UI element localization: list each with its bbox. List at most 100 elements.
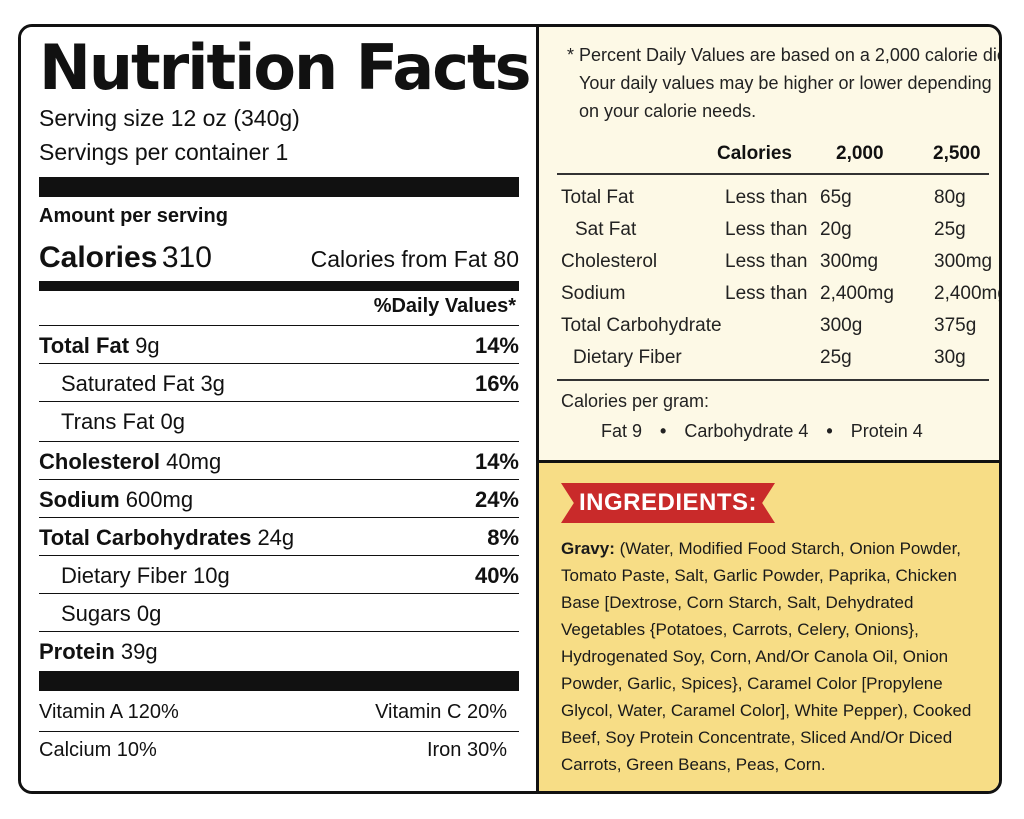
row-divider — [39, 731, 519, 732]
dv-table-divider — [557, 173, 989, 175]
dv-value-2000: 20g — [820, 219, 852, 240]
row-divider — [39, 401, 519, 402]
nutrient-percent: 8% — [487, 525, 519, 550]
dv-nutrient: Sat Fat — [575, 219, 637, 240]
cpg-carbohydrate: Carbohydrate 4 — [684, 421, 809, 441]
footnote-line-2: Your daily values may be higher or lower… — [579, 73, 992, 93]
dv-qualifier: Less than — [725, 219, 808, 240]
calories-value: 310 — [161, 241, 212, 274]
nutrient-row-total-carbohydrates: Total Carbohydrates 24g 8% — [39, 525, 519, 551]
dv-value-2500: 80g — [934, 187, 966, 208]
nutrient-name-group: Dietary Fiber 10g — [39, 563, 230, 589]
nutrient-name-group: Protein 39g — [39, 639, 158, 665]
row-divider — [39, 631, 519, 632]
calories-per-gram-label: Calories per gram: — [561, 391, 710, 411]
medium-divider — [39, 281, 519, 291]
thick-divider — [39, 177, 519, 197]
dv-value-2500: 300mg — [934, 251, 993, 272]
row-divider — [39, 363, 519, 364]
serving-size: Serving size 12 oz (340g) — [39, 105, 300, 131]
dv-qualifier: Less than — [725, 187, 808, 208]
nutrient-name-group: Cholesterol 40mg — [39, 449, 221, 475]
vitamin-row-1: Vitamin A 120% Vitamin C 20% — [39, 701, 507, 724]
nutrient-amount: 0g — [136, 601, 162, 626]
dv-value-2000: 300g — [820, 315, 863, 336]
row-divider — [39, 593, 519, 594]
nutrition-facts-title: Nutrition Facts — [39, 31, 532, 104]
servings-per-container: Servings per container 1 — [39, 139, 289, 165]
amount-per-serving: Amount per serving — [39, 205, 228, 227]
iron: Iron 30% — [426, 739, 507, 761]
nutrient-name: Total Carbohydrates — [39, 525, 252, 550]
nutrient-name-group: Total Carbohydrates 24g — [39, 525, 294, 551]
nutrient-name: Dietary Fiber — [61, 563, 187, 588]
dv-value-2000: 25g — [820, 347, 852, 368]
row-divider — [39, 555, 519, 556]
dv-nutrient: Cholesterol — [561, 251, 658, 272]
nutrient-name: Trans Fat — [61, 409, 155, 434]
nutrient-amount: 0g — [160, 409, 185, 434]
daily-values-footnote-panel: * Percent Daily Values are based on a 2,… — [539, 27, 999, 463]
dv-value-2500: 25g — [934, 219, 966, 240]
row-divider — [39, 479, 519, 480]
dv-header-2500: 2,500 — [933, 143, 981, 164]
nutrient-amount: 24g — [257, 525, 295, 550]
dv-value-2000: 2,400mg — [820, 283, 894, 304]
nutrient-name: Total Fat — [39, 333, 130, 358]
cpg-fat: Fat 9 — [601, 421, 643, 441]
nutrient-row-sugars: Sugars 0g — [39, 601, 519, 627]
nutrient-percent: 14% — [474, 449, 519, 474]
nutrition-facts-panel: Nutrition Facts Serving size 12 oz (340g… — [21, 27, 539, 791]
nutrient-percent: 40% — [474, 563, 519, 588]
nutrient-name-group: Sugars 0g — [39, 601, 161, 627]
dv-qualifier: Less than — [725, 251, 808, 272]
nutrient-name: Saturated Fat — [61, 371, 195, 396]
row-divider — [39, 325, 519, 326]
nutrient-amount: 3g — [200, 371, 225, 396]
nutrient-amount: 10g — [193, 563, 230, 588]
dv-nutrient: Total Fat — [561, 187, 634, 208]
dv-header-2000: 2,000 — [836, 143, 884, 164]
nutrient-percent: 16% — [474, 371, 519, 396]
footnote-line-3: on your calorie needs. — [579, 101, 757, 121]
nutrient-percent: 24% — [474, 487, 519, 512]
dv-value-2000: 65g — [820, 187, 852, 208]
dv-nutrient: Total Carbohydrate — [561, 315, 722, 336]
daily-values-header: %Daily Values* — [373, 295, 516, 317]
nutrient-amount: 600mg — [125, 487, 194, 512]
dv-qualifier: Less than — [725, 283, 808, 304]
nutrient-name: Cholesterol — [39, 449, 161, 474]
calories-per-gram-row: Fat 9 • Carbohydrate 4 • Protein 4 — [601, 421, 923, 442]
nutrient-row-sodium: Sodium 600mg 24% — [39, 487, 519, 513]
nutrition-label: Nutrition Facts Serving size 12 oz (340g… — [18, 24, 1002, 794]
nutrient-name: Protein — [39, 639, 115, 664]
nutrient-amount: 39g — [120, 639, 158, 664]
dv-header-calories: Calories — [717, 143, 792, 164]
nutrient-name: Sugars — [61, 601, 131, 626]
ingredients-panel: INGREDIENTS: Gravy: (Water, Modified Foo… — [539, 463, 999, 791]
dv-value-2000: 300mg — [820, 251, 879, 272]
thick-divider — [39, 671, 519, 691]
nutrient-row-cholesterol: Cholesterol 40mg 14% — [39, 449, 519, 475]
calories-from-fat: Calories from Fat 80 — [310, 246, 519, 272]
ingredients-text: Gravy: (Water, Modified Food Starch, Oni… — [561, 535, 991, 778]
nutrient-amount: 40mg — [166, 449, 222, 474]
nutrient-row-dietary-fiber: Dietary Fiber 10g 40% — [39, 563, 519, 589]
vitamin-row-2: Calcium 10% Iron 30% — [39, 739, 507, 762]
calories-group: Calories 310 — [39, 241, 212, 275]
footnote-line-1: * Percent Daily Values are based on a 2,… — [567, 45, 1002, 65]
calories-row: Calories 310 Calories from Fat 80 — [39, 241, 519, 275]
dv-table-divider — [557, 379, 989, 381]
nutrient-name-group: Trans Fat 0g — [39, 409, 185, 435]
calories-label: Calories — [39, 241, 158, 274]
nutrient-amount: 9g — [135, 333, 160, 358]
nutrient-row-saturated-fat: Saturated Fat 3g 16% — [39, 371, 519, 397]
dv-value-2500: 30g — [934, 347, 966, 368]
dv-value-2500: 2,400mg — [934, 283, 1002, 304]
row-divider — [39, 441, 519, 442]
dv-nutrient: Sodium — [561, 283, 626, 304]
gravy-label: Gravy: — [561, 539, 615, 558]
nutrient-percent: 14% — [474, 333, 519, 358]
nutrient-name-group: Saturated Fat 3g — [39, 371, 225, 397]
bullet-separator: • — [660, 421, 667, 441]
